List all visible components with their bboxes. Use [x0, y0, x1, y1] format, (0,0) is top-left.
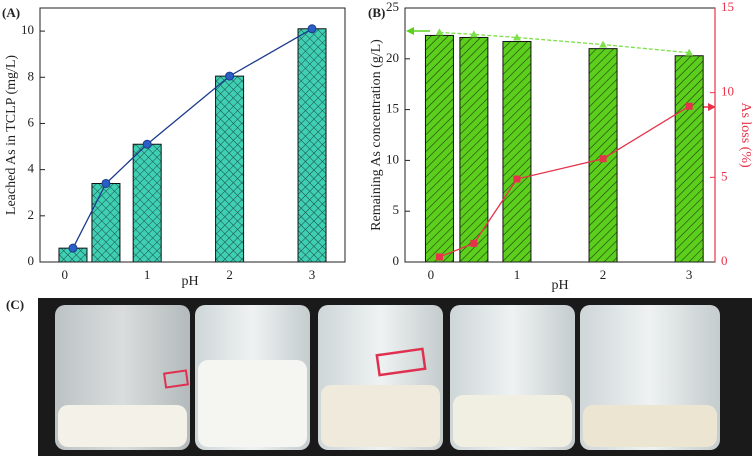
y2-tick-label: 5 — [721, 168, 728, 183]
y-axis-label: Leached As in TCLP (mg/L) — [4, 55, 19, 216]
x-tick-label: 0 — [61, 267, 68, 282]
point — [225, 71, 235, 81]
y-tick-label: 8 — [28, 68, 35, 83]
x-tick-label: 2 — [226, 267, 233, 282]
bar — [674, 55, 704, 263]
bar — [215, 75, 245, 263]
y2-tick-label: 10 — [721, 84, 734, 99]
bar — [297, 28, 327, 263]
y2-axis-label: As loss (%) — [738, 102, 753, 168]
y-axis-label: Remaining As concentration (g/L) — [369, 39, 384, 231]
point — [101, 178, 111, 188]
point — [435, 28, 444, 36]
plot-frame — [39, 7, 346, 263]
bar — [132, 143, 162, 263]
point — [512, 33, 521, 41]
y-tick-label: 0 — [393, 253, 400, 268]
point — [435, 253, 443, 261]
panel-label: (A) — [2, 5, 20, 20]
y-tick-label: 10 — [386, 151, 399, 166]
photo: (C) — [6, 297, 752, 456]
x-tick-label: 1 — [144, 267, 151, 282]
x-tick-label: 2 — [600, 267, 607, 282]
y-tick-label: 2 — [28, 207, 35, 222]
x-tick-label: 3 — [686, 267, 693, 282]
point — [142, 139, 152, 149]
x-axis-label: pH — [181, 274, 198, 289]
x-tick-label: 3 — [309, 267, 316, 282]
y-tick-label: 15 — [386, 101, 399, 116]
y2-tick-label: 15 — [721, 0, 734, 14]
y2-tick-label: 0 — [721, 253, 728, 268]
point — [513, 175, 521, 183]
y-tick-label: 4 — [28, 161, 35, 176]
bar — [91, 182, 121, 263]
panel-label: (B) — [368, 5, 385, 20]
point — [68, 243, 78, 253]
point — [469, 30, 478, 38]
y-tick-label: 10 — [21, 22, 34, 37]
x-tick-label: 1 — [514, 267, 521, 282]
y-tick-label: 25 — [386, 0, 399, 14]
photo-label: (C) — [6, 297, 24, 312]
bar — [424, 34, 454, 263]
y-tick-label: 0 — [28, 253, 35, 268]
bar — [502, 41, 532, 263]
y-tick-label: 20 — [386, 50, 399, 65]
x-axis-label: pH — [551, 278, 568, 293]
point — [685, 102, 693, 110]
point — [599, 155, 607, 163]
point — [685, 48, 694, 56]
line — [439, 31, 690, 54]
y-tick-label: 5 — [393, 202, 400, 217]
x-tick-label: 0 — [428, 267, 435, 282]
point — [470, 239, 478, 247]
bar — [459, 36, 489, 263]
point — [307, 24, 317, 34]
y-tick-label: 6 — [28, 114, 35, 129]
point — [599, 40, 608, 48]
